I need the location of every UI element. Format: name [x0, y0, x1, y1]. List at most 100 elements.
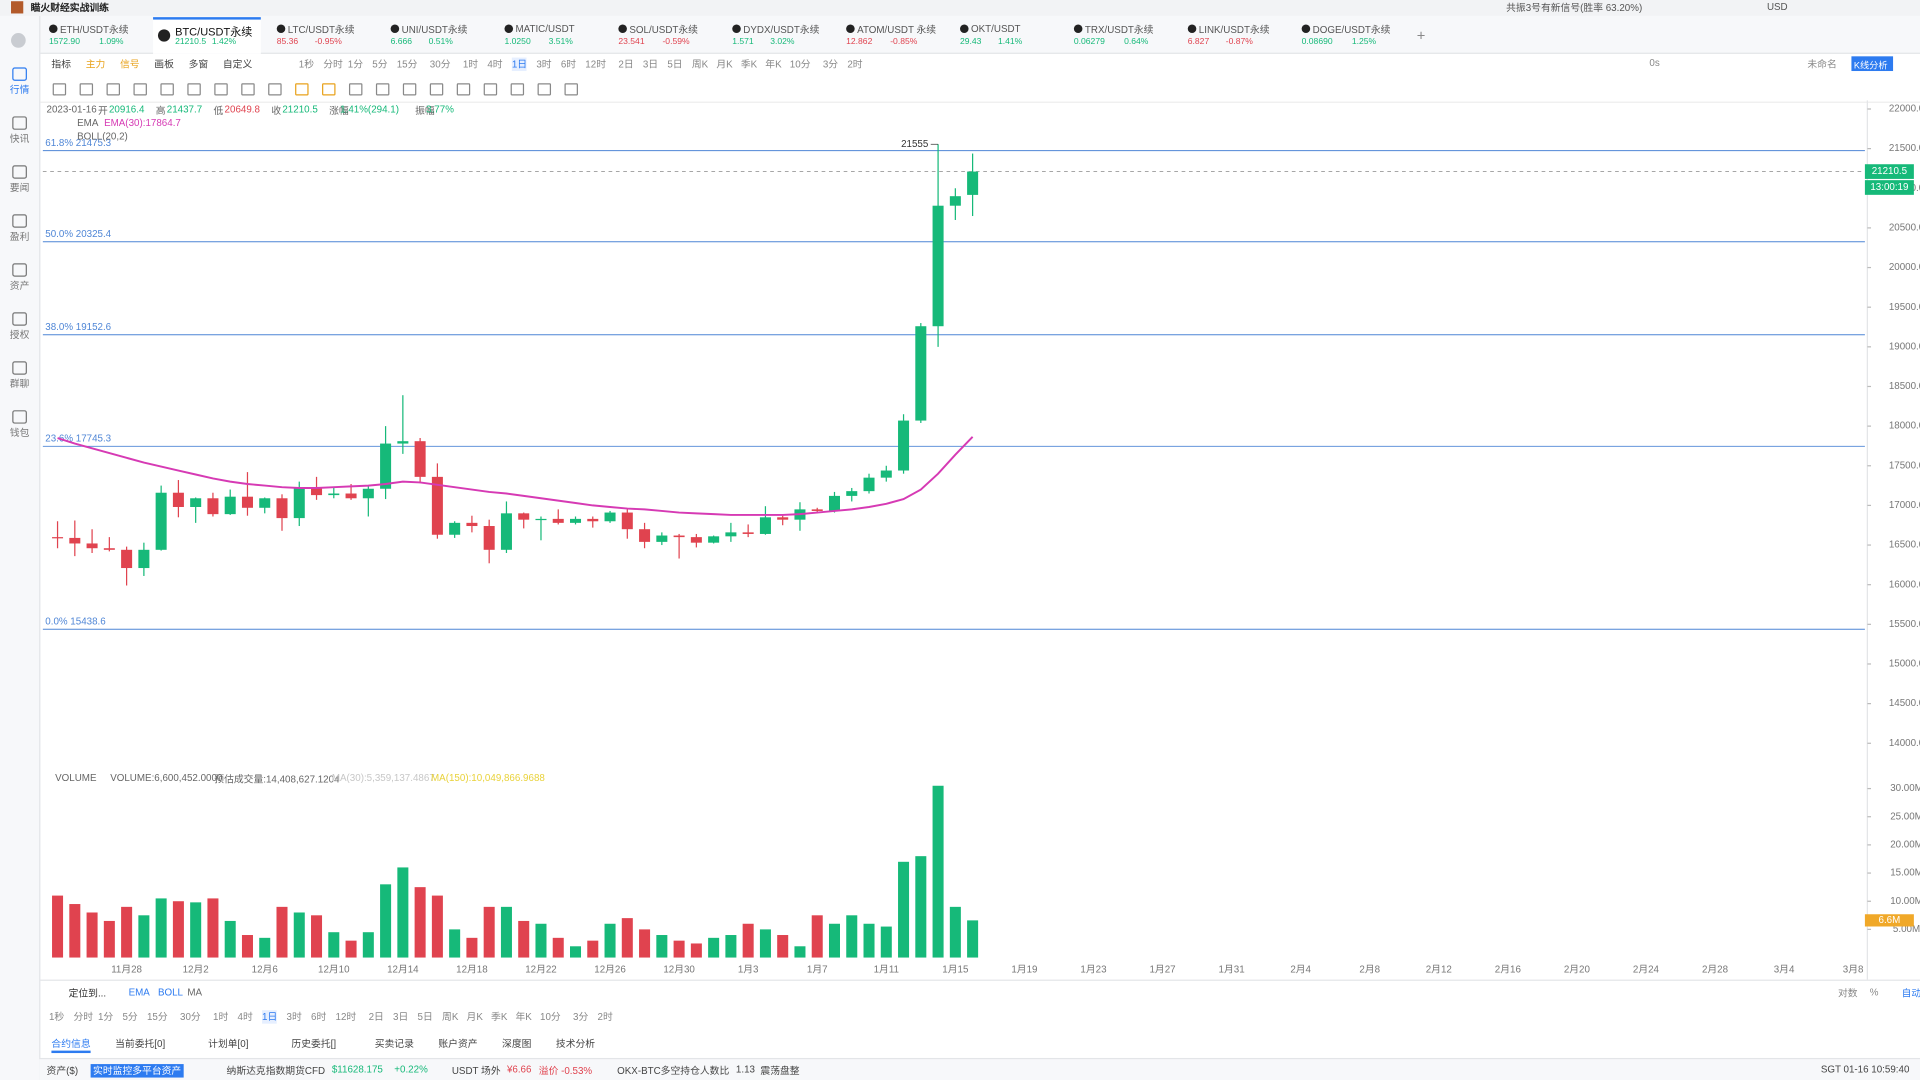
sidebar-label[interactable]: 盈利	[9, 231, 30, 243]
scale-option[interactable]: 自动	[1901, 988, 1920, 1000]
tab-name[interactable]: ATOM/USDT 永续	[857, 24, 937, 36]
interval[interactable]: 10分	[540, 1011, 561, 1023]
draw-tool[interactable]	[537, 83, 552, 96]
interval[interactable]: 4时	[237, 1011, 253, 1023]
interval[interactable]: 3分	[822, 58, 839, 70]
sidebar-label[interactable]: 快讯	[9, 133, 30, 145]
draw-tool[interactable]	[429, 83, 444, 96]
draw-tool[interactable]	[402, 83, 417, 96]
draw-tool[interactable]	[133, 83, 147, 96]
tab-name[interactable]: DYDX/USDT永续	[743, 24, 820, 36]
interval[interactable]: 12时	[585, 58, 607, 70]
draw-tool[interactable]	[52, 83, 67, 96]
interval[interactable]: 2时	[597, 1011, 613, 1023]
draw-tool[interactable]	[79, 83, 94, 96]
interval[interactable]: 1日	[511, 57, 528, 72]
panel-tab[interactable]: 历史委托[]	[291, 1038, 337, 1050]
interval[interactable]: 月K	[716, 58, 733, 70]
draw-tool[interactable]	[456, 83, 471, 96]
draw-tool[interactable]	[348, 83, 363, 96]
interval[interactable]: 1秒	[298, 58, 315, 70]
interval[interactable]: 5分	[372, 58, 388, 70]
locate[interactable]: 定位到...	[68, 988, 107, 1000]
toolbar-item[interactable]: 指标	[51, 58, 72, 70]
interval[interactable]: 2时	[847, 58, 863, 70]
interval[interactable]: 15分	[396, 58, 418, 70]
indicator-toggle[interactable]: EMA	[128, 986, 150, 998]
active-tab[interactable]	[153, 17, 261, 54]
indicator-toggle[interactable]: MA	[187, 986, 203, 998]
tab-name[interactable]: DOGE/USDT永续	[1312, 24, 1391, 36]
toolbar-item[interactable]: 画板	[154, 58, 174, 70]
tab-name[interactable]: BTC/USDT永续	[175, 25, 253, 38]
interval[interactable]: 4时	[487, 58, 503, 70]
interval[interactable]: 3分	[573, 1011, 589, 1023]
interval[interactable]: 3时	[536, 58, 552, 70]
panel-tab[interactable]: 合约信息	[51, 1037, 91, 1054]
interval[interactable]: 分时	[323, 58, 343, 70]
draw-tool[interactable]	[295, 83, 309, 96]
interval[interactable]: 1时	[462, 58, 479, 70]
interval[interactable]: 1时	[213, 1011, 229, 1023]
status-monitor[interactable]: 实时监控多平台资产	[90, 1064, 184, 1078]
scale-option[interactable]: %	[1869, 986, 1879, 998]
interval[interactable]: 季K	[740, 58, 758, 70]
scale-option[interactable]: 对数	[1837, 988, 1858, 1000]
tab-name[interactable]: UNI/USDT永续	[401, 24, 468, 36]
indicator-toggle[interactable]: BOLL	[157, 986, 184, 998]
toolbar-item[interactable]: 主力	[85, 58, 106, 70]
interval[interactable]: 6时	[311, 1011, 327, 1023]
draw-tool[interactable]	[214, 83, 228, 96]
interval[interactable]: 6时	[560, 58, 577, 70]
interval[interactable]: 3日	[393, 1011, 409, 1023]
sidebar-label[interactable]: 行情	[9, 84, 30, 96]
draw-tool[interactable]	[483, 83, 498, 96]
sidebar-label[interactable]: 钱包	[9, 427, 30, 439]
tab-name[interactable]: LINK/USDT永续	[1198, 24, 1270, 36]
interval[interactable]: 月K	[466, 1011, 483, 1023]
draw-tool[interactable]	[375, 83, 390, 96]
toolbar-right[interactable]: 0s	[1649, 57, 1660, 69]
currency[interactable]: USD	[1766, 1, 1788, 13]
interval[interactable]: 5分	[122, 1011, 138, 1023]
interval[interactable]: 3日	[642, 58, 659, 70]
sidebar-label[interactable]: 资产	[9, 280, 30, 292]
toolbar-right[interactable]: 未命名	[1807, 58, 1837, 70]
draw-tool[interactable]	[106, 83, 121, 96]
panel-tab[interactable]: 账户资产	[438, 1038, 478, 1050]
tab-name[interactable]: ETH/USDT永续	[60, 24, 129, 36]
interval[interactable]: 15分	[146, 1011, 168, 1023]
draw-tool[interactable]	[241, 83, 255, 96]
interval[interactable]: 2日	[618, 58, 634, 70]
interval[interactable]: 12时	[335, 1011, 357, 1023]
tab-name[interactable]: SOL/USDT永续	[629, 24, 698, 36]
interval[interactable]: 年K	[765, 58, 782, 70]
interval[interactable]: 季K	[491, 1011, 508, 1023]
tab-name[interactable]: OKT/USDT	[971, 23, 1021, 35]
toolbar-item[interactable]: 自定义	[222, 58, 253, 70]
panel-tab[interactable]: 深度图	[502, 1038, 532, 1050]
interval[interactable]: 分时	[73, 1011, 94, 1023]
toolbar-item[interactable]: 多窗	[188, 58, 209, 70]
panel-tab[interactable]: 计划单[0]	[208, 1038, 249, 1050]
panel-tab[interactable]: 买卖记录	[374, 1038, 414, 1050]
draw-tool[interactable]	[322, 83, 336, 96]
tab-name[interactable]: TRX/USDT永续	[1084, 24, 1154, 36]
draw-tool[interactable]	[510, 83, 525, 96]
interval[interactable]: 周K	[691, 58, 709, 70]
tab-name[interactable]: MATIC/USDT	[515, 23, 575, 35]
interval[interactable]: 1分	[347, 58, 364, 70]
interval[interactable]: 3时	[286, 1011, 302, 1023]
draw-tool[interactable]	[268, 83, 282, 96]
panel-tab[interactable]: 当前委托[0]	[115, 1038, 166, 1050]
sidebar-label[interactable]: 群聊	[9, 378, 30, 390]
analysis-button[interactable]	[1851, 56, 1894, 72]
interval[interactable]: 5日	[417, 1011, 433, 1023]
interval[interactable]: 5日	[667, 58, 683, 70]
draw-tool[interactable]	[564, 83, 578, 96]
interval[interactable]: 2日	[368, 1011, 384, 1023]
sidebar-label[interactable]: 要闻	[9, 182, 30, 194]
interval[interactable]: 周K	[442, 1011, 459, 1023]
signal[interactable]: 共振3号有新信号(胜率 63.20%)	[1506, 2, 1643, 14]
interval[interactable]: 1日	[262, 1010, 278, 1024]
